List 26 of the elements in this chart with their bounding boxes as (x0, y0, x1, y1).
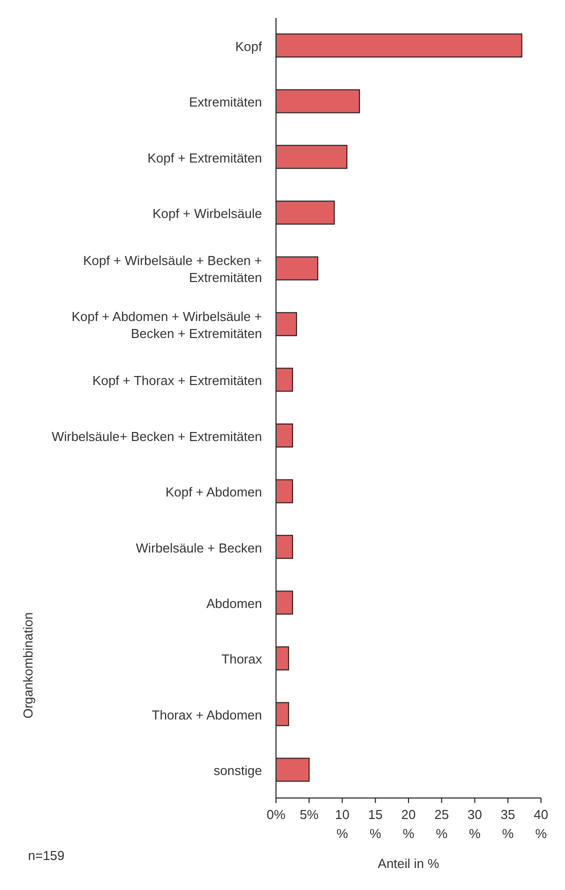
x-tick-label: 30 % (468, 807, 482, 841)
x-tick-label: 20 % (401, 807, 416, 841)
y-tick-label: Thorax (222, 651, 262, 666)
y-tick-label: Extremitäten (189, 94, 262, 110)
x-tick-label: 5% (300, 807, 319, 822)
x-axis-title: Anteil in % (378, 856, 440, 871)
x-tick-label: 25 % (434, 807, 449, 841)
y-tick-label: Thorax + Abdomen (152, 706, 262, 722)
y-tick-label: Kopf + Wirbelsäule (152, 206, 262, 220)
y-tick-label: Kopf + Extremitäten (147, 150, 262, 165)
y-tick-label: Abdomen (206, 596, 262, 610)
y-tick-label: Wirbelsäule+ Becken + Extremitäten (52, 428, 262, 444)
y-tick-label: Kopf + Thorax + Extremitäten (92, 372, 262, 388)
x-tick-label: 35 % (500, 807, 516, 841)
x-tick-label: 40 % (534, 807, 548, 841)
x-tick-label: 0% (266, 807, 286, 822)
y-tick-label: Kopf + Abdomen + Wirbelsäule + Becken + Extremitäten (72, 308, 262, 340)
y-axis-title: Organkombination (20, 612, 36, 719)
text: n=159 (28, 848, 65, 863)
x-tick-label: 10 % (335, 807, 350, 841)
y-tick-label: sonstige (214, 762, 262, 778)
y-tick-label: Kopf (235, 38, 262, 54)
y-tick-label: Kopf + Abdomen (166, 484, 262, 500)
y-tick-label: Wirbelsäule + Becken (136, 540, 262, 555)
x-tick-label: 15 % (368, 807, 383, 841)
y-tick-label: Kopf + Wirbelsäule + Becken + Extremitäten (83, 252, 262, 285)
